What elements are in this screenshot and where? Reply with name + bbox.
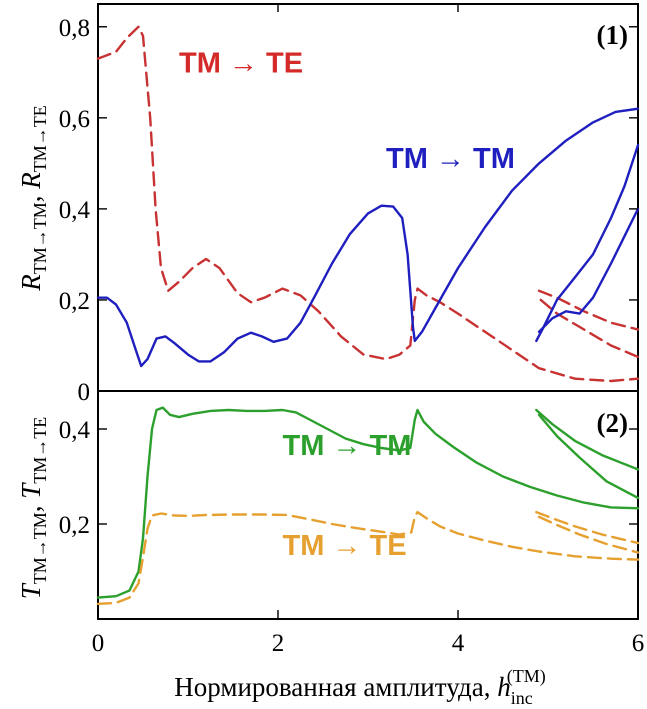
panel-1-series-tm-te-line — [96, 25, 640, 383]
panel-2-series-tm-tm-line — [96, 406, 640, 599]
panel-1-y-tick-label: 0,6 — [59, 106, 90, 133]
panel-1-y-tick-label: 0,2 — [59, 288, 90, 315]
panel-2-y-ticks: 0,2 0,4 — [59, 417, 638, 539]
panel-2-series-tm-tm-branch-2 — [537, 413, 640, 500]
panel-2-series-tm-te-branch-2 — [537, 515, 640, 554]
panel-2-label: (2) — [597, 408, 628, 438]
panel-2-x-ticks: 0 2 4 6 — [92, 610, 645, 657]
x-axis-label: Нормированная амплитуда, hinc(TM) — [174, 666, 545, 708]
panel-2-y-tick-label: 0,2 — [59, 512, 90, 539]
panel-1-series-tm-te-branch-2 — [539, 298, 640, 359]
panel-1-series-tm-tm-branch-2 — [537, 207, 640, 333]
panel-2: 0,2 0,4 0 2 4 6 (2) TM → TM TM → TE TTM→TM, … — [16, 390, 645, 708]
panel-2-curves — [96, 406, 640, 605]
panel-2-series-tm-te-branch-1 — [535, 510, 640, 545]
x-tick-label: 0 — [92, 630, 105, 657]
panel-1: 0 0,2 0,4 0,6 0,8 (1) TM → TE TM → TM RTM→TM… — [16, 3, 640, 406]
panel-2-series-tm-te-line — [96, 510, 640, 605]
x-tick-label: 4 — [452, 630, 465, 657]
panel-2-series-tm-tm-branch-1 — [535, 408, 640, 471]
panel-2-annotation-tm-tm: TM → TM — [283, 430, 412, 462]
panel-2-y-axis-label: TTM→TM, TTM→TE — [16, 417, 50, 600]
panel-1-label: (1) — [597, 20, 628, 50]
panel-1-y-tick-label: 0,8 — [59, 15, 90, 42]
panel-1-y-ticks: 0 0,2 0,4 0,6 0,8 — [59, 4, 639, 406]
panel-1-annotation-tm-tm: TM → TM — [386, 143, 515, 175]
panel-1-y-tick-label: 0 — [78, 379, 91, 406]
panel-1-y-tick-label: 0,4 — [59, 197, 91, 224]
panel-1-y-axis-label: RTM→TM, RTM→TE — [16, 105, 50, 292]
panel-1-curves — [96, 25, 640, 383]
panel-1-series-tm-tm-line — [96, 107, 640, 368]
panel-1-annotation-tm-te: TM → TE — [179, 47, 303, 79]
panel-2-frame — [97, 390, 639, 620]
x-tick-label: 2 — [272, 630, 285, 657]
x-tick-label: 6 — [632, 630, 645, 657]
panel-2-y-tick-label: 0,4 — [59, 417, 91, 444]
panel-1-series-tm-te-branch-1 — [537, 289, 640, 331]
panel-1-series-tm-tm-branch-1 — [535, 143, 640, 343]
panel-2-annotation-tm-te: TM → TE — [283, 530, 407, 562]
